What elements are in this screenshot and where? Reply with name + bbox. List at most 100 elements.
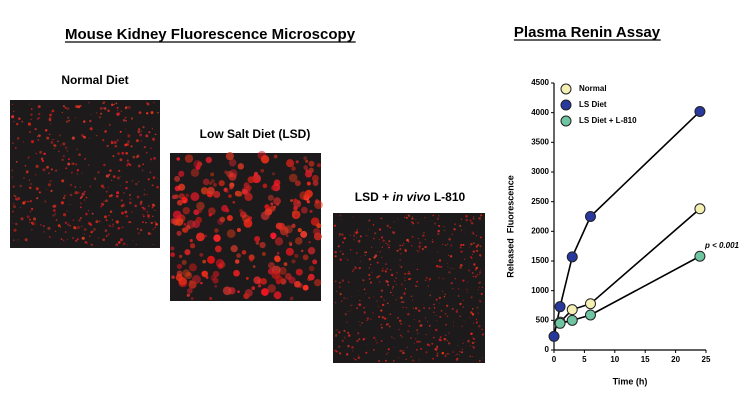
speckle — [87, 210, 90, 212]
speckle — [376, 251, 378, 253]
speckle — [379, 217, 382, 220]
speckle — [433, 307, 436, 309]
speckle — [354, 266, 357, 269]
speckle — [260, 155, 270, 164]
speckle — [120, 110, 123, 112]
speckle — [371, 271, 373, 273]
speckle — [143, 145, 147, 149]
speckle — [52, 214, 55, 217]
speckle — [103, 200, 105, 202]
speckle — [447, 254, 450, 256]
speckle — [73, 162, 75, 165]
speckle — [365, 251, 368, 254]
speckle — [130, 145, 133, 148]
speckle — [305, 159, 309, 163]
speckle — [437, 224, 441, 227]
speckle — [38, 113, 41, 116]
speckle — [368, 273, 371, 277]
speckle — [366, 317, 369, 320]
speckle — [88, 137, 90, 139]
speckle — [368, 219, 371, 222]
speckle — [209, 296, 213, 300]
speckle — [435, 346, 439, 350]
speckle — [103, 163, 106, 167]
speckle — [457, 345, 459, 346]
speckle — [175, 217, 184, 226]
speckle — [273, 205, 277, 209]
speckle — [418, 241, 422, 245]
speckle — [472, 242, 475, 245]
speckle — [471, 257, 473, 260]
speckle — [338, 285, 341, 289]
speckle — [398, 328, 400, 331]
speckle — [358, 266, 361, 270]
speckle — [273, 197, 281, 205]
speckle — [433, 303, 435, 306]
speckle — [355, 267, 357, 269]
speckle — [140, 140, 142, 142]
speckle — [363, 311, 366, 314]
speckle — [115, 102, 118, 105]
speckle — [146, 102, 150, 106]
speckle — [381, 246, 384, 248]
speckle — [384, 270, 387, 273]
speckle — [356, 237, 358, 239]
speckle — [341, 279, 344, 282]
speckle — [103, 215, 107, 219]
speckle — [424, 217, 426, 219]
speckle — [259, 241, 266, 249]
speckle — [111, 225, 114, 228]
speckle — [433, 311, 435, 313]
speckle — [462, 279, 465, 282]
speckle — [381, 256, 383, 259]
speckle — [267, 284, 276, 293]
speckle — [123, 192, 125, 194]
y-tick-label: 2000 — [531, 226, 549, 235]
speckle — [481, 293, 482, 295]
speckle — [55, 219, 58, 221]
speckle — [399, 248, 402, 251]
speckle — [209, 181, 213, 185]
speckle — [35, 164, 39, 168]
speckle — [339, 292, 342, 296]
speckle — [243, 182, 250, 189]
speckle — [374, 232, 377, 235]
speckle — [374, 254, 378, 257]
speckle — [255, 241, 260, 245]
speckle — [289, 296, 294, 301]
speckle — [450, 244, 453, 247]
speckle — [20, 217, 24, 221]
speckle — [481, 286, 484, 289]
speckle — [404, 279, 406, 281]
speckle — [300, 230, 308, 238]
speckle — [210, 172, 215, 177]
speckle — [404, 216, 406, 219]
speckle — [335, 290, 338, 293]
speckle — [214, 284, 218, 288]
speckle — [309, 209, 313, 213]
speckle — [398, 319, 402, 323]
speckle — [448, 271, 451, 274]
speckle — [371, 246, 373, 248]
speckle — [106, 144, 109, 148]
speckle — [360, 256, 362, 257]
speckle — [193, 160, 202, 169]
speckle — [189, 243, 196, 249]
speckle — [338, 235, 340, 237]
speckle — [428, 278, 432, 281]
speckle — [108, 215, 110, 217]
speckle — [478, 360, 481, 362]
legend-label: LS Diet — [579, 100, 607, 109]
speckle — [57, 224, 61, 227]
speckle — [69, 225, 71, 227]
speckle — [471, 308, 474, 310]
speckle — [380, 326, 383, 329]
speckle — [254, 235, 261, 242]
speckle — [472, 345, 474, 347]
speckle — [170, 218, 177, 224]
speckle — [438, 277, 440, 279]
series-line — [559, 255, 701, 325]
speckle — [200, 281, 203, 285]
speckle — [352, 234, 356, 237]
x-tick-label: 0 — [552, 355, 557, 364]
